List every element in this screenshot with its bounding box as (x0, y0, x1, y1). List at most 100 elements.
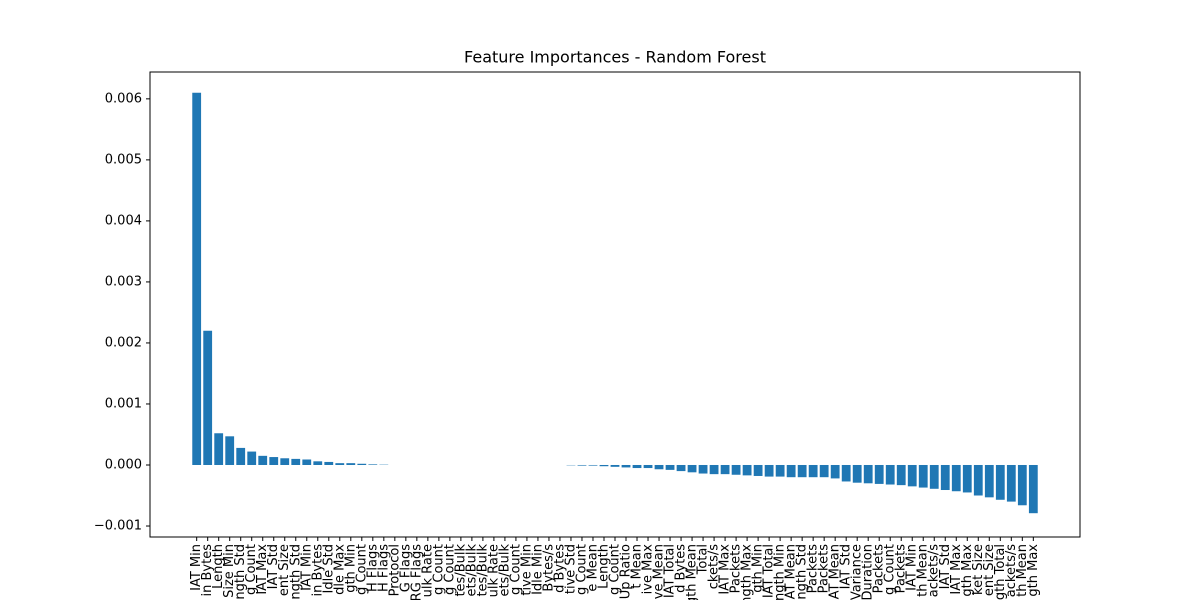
x-tick-label: ets/Bulk (464, 544, 479, 597)
x-tick-label: g Count (608, 544, 623, 595)
bar (621, 464, 631, 468)
x-tick-label: Packets (817, 544, 832, 594)
x-tick-label: g Count (574, 544, 589, 595)
bar (885, 464, 895, 485)
x-tick-label: ackets/s (1004, 544, 1019, 597)
x-tick-label: IAT Min (905, 544, 920, 591)
x-tick-label: g Count (431, 544, 446, 595)
bar (753, 464, 763, 476)
x-tick-label: Bytes/s (541, 544, 556, 592)
x-tick-label: gth Min (343, 544, 358, 593)
x-tick-label: tive Min (519, 544, 534, 596)
bar (852, 464, 862, 483)
bar (918, 464, 928, 488)
bar (929, 464, 939, 489)
y-tick-label: 0.000 (105, 457, 142, 472)
y-tick-label: 0.001 (105, 396, 142, 411)
x-tick-label: ackets/s (927, 544, 942, 597)
bar (346, 463, 356, 465)
y-tick-label: 0.006 (105, 91, 142, 106)
x-tick-label: ets/Bulk (497, 544, 512, 597)
x-tick-label: d Bytes (552, 544, 567, 593)
x-tick-label: dle Max (332, 544, 347, 595)
bar (907, 464, 917, 487)
x-tick-label: g Count (883, 544, 898, 595)
y-tick-label: 0.002 (105, 335, 142, 350)
x-tick-label: g Count (442, 544, 457, 595)
x-tick-label: e Mean (585, 544, 600, 592)
x-tick-label: Up Ratio (619, 544, 634, 599)
x-tick-label: Duration (861, 544, 876, 600)
x-tick-label: gth Min (751, 544, 766, 593)
bar (280, 458, 290, 465)
x-tick-label: gth Max (960, 544, 975, 597)
x-tick-label: Protocol (387, 544, 402, 596)
bar (632, 464, 642, 469)
x-tick-label: Idle Min (530, 544, 545, 595)
bar (764, 464, 774, 477)
bar (742, 464, 752, 476)
y-tick-label: 0.003 (105, 274, 142, 289)
bar (984, 464, 994, 498)
x-tick-label: ve Mean (652, 544, 667, 599)
x-tick-label: G Flags (398, 544, 413, 593)
bar (687, 464, 697, 473)
chart-title: Feature Importances - Random Forest (464, 48, 766, 67)
x-tick-label: Idle Std (321, 544, 336, 593)
bar (588, 464, 598, 466)
x-tick-label: IAT Max (718, 544, 733, 595)
bar (995, 464, 1005, 500)
x-tick-label: d Bytes (674, 544, 689, 593)
bar (731, 464, 741, 475)
x-tick-label: H Flags (376, 544, 391, 592)
x-tick-label: Length (596, 544, 611, 589)
y-tick-label: −0.001 (94, 519, 142, 534)
bar (841, 464, 851, 482)
x-tick-label: IAT Std (266, 544, 281, 589)
bar (203, 330, 213, 465)
bar (962, 464, 972, 493)
bar (368, 464, 378, 465)
bar (709, 464, 719, 475)
x-tick-label: tes/Bulk (475, 544, 490, 597)
x-tick-label: ngth Std (233, 544, 248, 600)
bar (654, 464, 664, 470)
x-tick-label: g Count (354, 544, 369, 595)
x-tick-label: ent Size (277, 544, 292, 596)
x-tick-label: Total (696, 544, 711, 575)
x-tick-label: IAT Min (299, 544, 314, 591)
bar (192, 92, 202, 465)
bar (335, 463, 345, 465)
bar (1017, 464, 1027, 506)
bar (258, 455, 268, 465)
x-tick-label: ngth Std (795, 544, 810, 600)
bar (775, 464, 785, 477)
plot-frame (149, 71, 1081, 538)
x-tick-label: ent Size (982, 544, 997, 596)
bar (610, 464, 620, 467)
bar (313, 461, 323, 465)
bar (247, 451, 257, 465)
x-tick-label: gth Max (1026, 544, 1041, 597)
x-tick-label: th Mean (1015, 544, 1030, 597)
x-tick-label: ngth Min (773, 544, 788, 600)
x-tick-label: ulk Rate (486, 544, 501, 597)
bar (225, 436, 235, 465)
bar (830, 464, 840, 479)
bar (874, 464, 884, 484)
bar (324, 461, 334, 465)
bar (819, 464, 829, 478)
x-tick-label: ulk Rate (420, 544, 435, 597)
bar (720, 464, 730, 475)
x-tick-label: IAT Max (949, 544, 964, 595)
bar (698, 464, 708, 474)
bar (786, 464, 796, 478)
x-tick-label: ckets/s (707, 544, 722, 589)
y-tick-label: 0.005 (105, 152, 142, 167)
x-tick-label: tive Std (563, 544, 578, 594)
x-tick-label: t Mean (630, 544, 645, 589)
x-tick-label: ive Max (641, 544, 656, 595)
x-tick-label: gth Total (993, 544, 1008, 600)
x-tick-label: Variance (850, 544, 865, 600)
